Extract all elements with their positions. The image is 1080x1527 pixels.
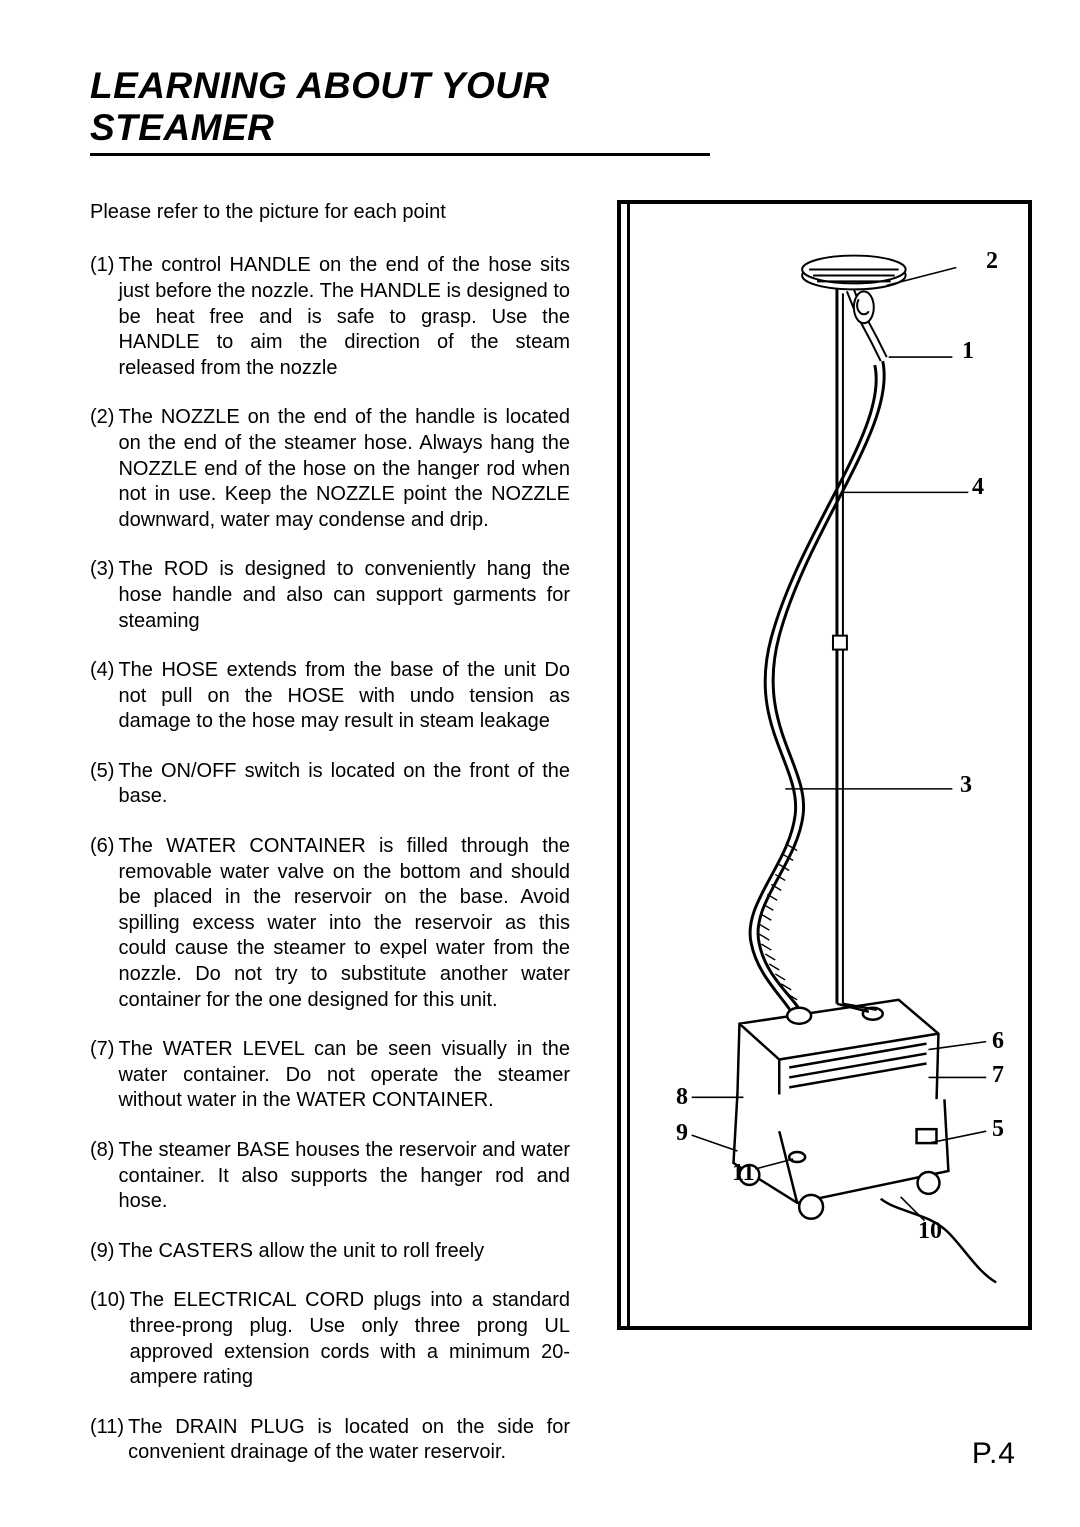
item-text: The steamer BASE houses the reservoir an…	[118, 1138, 570, 1215]
callout-10: 10	[918, 1218, 942, 1245]
list-item: (2)The NOZZLE on the end of the handle i…	[90, 405, 570, 533]
item-number: (2)	[90, 405, 114, 533]
callout-5: 5	[992, 1116, 1004, 1143]
diagram-frame: 1 2 3 4 5 6 7 8 9 10 11	[617, 200, 1032, 1330]
list-item: (4)The HOSE extends from the base of the…	[90, 658, 570, 735]
handle-icon	[847, 289, 887, 361]
item-list: (1)The control HANDLE on the end of the …	[90, 253, 570, 1466]
steamer-diagram	[630, 204, 1028, 1326]
item-text: The ON/OFF switch is located on the fron…	[118, 759, 570, 810]
text-column: Please refer to the picture for each poi…	[90, 200, 570, 1490]
list-item: (5)The ON/OFF switch is located on the f…	[90, 759, 570, 810]
item-number: (4)	[90, 658, 114, 735]
list-item: (3)The ROD is designed to conveniently h…	[90, 557, 570, 634]
item-number: (10)	[90, 1288, 126, 1390]
item-number: (8)	[90, 1138, 114, 1215]
callout-6: 6	[992, 1028, 1004, 1055]
callout-3: 3	[960, 772, 972, 799]
callout-9: 9	[676, 1120, 688, 1147]
list-item: (10)The ELECTRICAL CORD plugs into a sta…	[90, 1288, 570, 1390]
rod-icon	[833, 289, 847, 1003]
item-number: (3)	[90, 557, 114, 634]
content-columns: Please refer to the picture for each poi…	[90, 200, 1032, 1490]
item-text: The ROD is designed to conveniently hang…	[118, 557, 570, 634]
list-item: (11)The DRAIN PLUG is located on the sid…	[90, 1415, 570, 1466]
item-number: (6)	[90, 834, 114, 1013]
item-text: The HOSE extends from the base of the un…	[118, 658, 570, 735]
page-number: P.4	[972, 1437, 1016, 1471]
list-item: (7)The WATER LEVEL can be seen visually …	[90, 1037, 570, 1114]
callout-4: 4	[972, 474, 984, 501]
callout-2: 2	[986, 248, 998, 275]
list-item: (8)The steamer BASE houses the reservoir…	[90, 1138, 570, 1215]
item-text: The DRAIN PLUG is located on the side fo…	[128, 1415, 570, 1466]
callout-11: 11	[732, 1160, 755, 1187]
hose-icon	[750, 361, 884, 1012]
callout-7: 7	[992, 1062, 1004, 1089]
list-item: (9)The CASTERS allow the unit to roll fr…	[90, 1239, 570, 1265]
item-number: (1)	[90, 253, 114, 381]
item-number: (9)	[90, 1239, 114, 1265]
list-item: (6)The WATER CONTAINER is filled through…	[90, 834, 570, 1013]
item-text: The ELECTRICAL CORD plugs into a standar…	[130, 1288, 570, 1390]
item-text: The WATER CONTAINER is filled through th…	[118, 834, 570, 1013]
item-text: The CASTERS allow the unit to roll freel…	[118, 1239, 570, 1265]
item-text: The WATER LEVEL can be seen visually in …	[118, 1037, 570, 1114]
diagram-column: 1 2 3 4 5 6 7 8 9 10 11	[598, 200, 1032, 1490]
page-title: LEARNING ABOUT YOUR STEAMER	[90, 65, 710, 156]
callout-8: 8	[676, 1084, 688, 1111]
item-text: The control HANDLE on the end of the hos…	[118, 253, 570, 381]
page: LEARNING ABOUT YOUR STEAMER Please refer…	[0, 0, 1080, 1527]
item-number: (11)	[90, 1415, 124, 1466]
item-number: (5)	[90, 759, 114, 810]
list-item: (1)The control HANDLE on the end of the …	[90, 253, 570, 381]
diagram-inner: 1 2 3 4 5 6 7 8 9 10 11	[627, 204, 1028, 1326]
item-text: The NOZZLE on the end of the handle is l…	[118, 405, 570, 533]
base-icon	[733, 1000, 948, 1219]
item-number: (7)	[90, 1037, 114, 1114]
callout-1: 1	[962, 338, 974, 365]
intro-text: Please refer to the picture for each poi…	[90, 200, 570, 226]
